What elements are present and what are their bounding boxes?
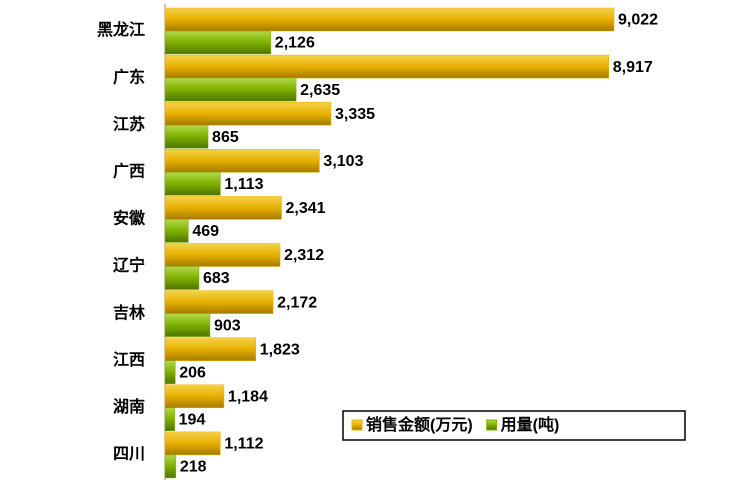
category-label: 吉林 [113, 303, 145, 322]
bar [164, 196, 282, 220]
value-label: 2,312 [284, 247, 324, 264]
bar [164, 360, 176, 384]
value-label: 2,172 [277, 294, 317, 311]
value-label: 865 [212, 129, 239, 146]
value-label: 3,335 [335, 106, 375, 123]
bar [164, 431, 221, 456]
value-label: 206 [179, 364, 206, 381]
bar [164, 124, 209, 149]
bar [164, 384, 225, 409]
category-label: 江苏 [113, 114, 145, 133]
bar [164, 290, 274, 314]
value-label: 469 [192, 223, 219, 240]
value-label: 3,103 [323, 153, 363, 170]
bar [164, 219, 189, 243]
bar [164, 337, 256, 361]
bar [164, 266, 200, 290]
bar [164, 454, 177, 479]
legend-swatch [351, 419, 363, 431]
bar [164, 313, 211, 337]
value-label: 218 [180, 459, 207, 476]
category-label: 黑龙江 [97, 20, 145, 39]
value-label: 2,341 [286, 200, 326, 217]
bar [164, 30, 272, 55]
value-label: 903 [214, 317, 241, 334]
value-label: 9,022 [618, 12, 658, 29]
value-label: 2,635 [300, 82, 340, 99]
category-label: 辽宁 [113, 256, 145, 275]
bar [164, 149, 320, 173]
bar [164, 101, 332, 126]
value-label: 2,126 [275, 35, 315, 52]
bar [164, 77, 297, 102]
legend-label: 用量(吨) [501, 415, 560, 434]
category-label: 湖南 [113, 397, 145, 416]
category-label: 安徽 [113, 209, 146, 228]
legend-swatch [486, 419, 498, 431]
legend-box [342, 410, 686, 441]
bar [164, 407, 175, 432]
bar [164, 172, 221, 196]
category-label: 江西 [113, 351, 145, 369]
bar [164, 7, 615, 32]
category-label: 广西 [113, 162, 145, 181]
value-label: 1,112 [224, 436, 263, 453]
legend-label: 销售金额(万元) [366, 415, 473, 434]
value-label: 1,823 [260, 341, 300, 358]
bar [164, 54, 610, 79]
value-label: 683 [203, 270, 230, 287]
value-label: 8,917 [613, 59, 653, 76]
category-label: 广东 [113, 67, 145, 86]
value-label: 1,113 [224, 176, 263, 193]
value-label: 194 [179, 412, 206, 429]
category-label: 四川 [113, 446, 145, 463]
bar [164, 243, 281, 267]
value-label: 1,184 [228, 389, 268, 406]
